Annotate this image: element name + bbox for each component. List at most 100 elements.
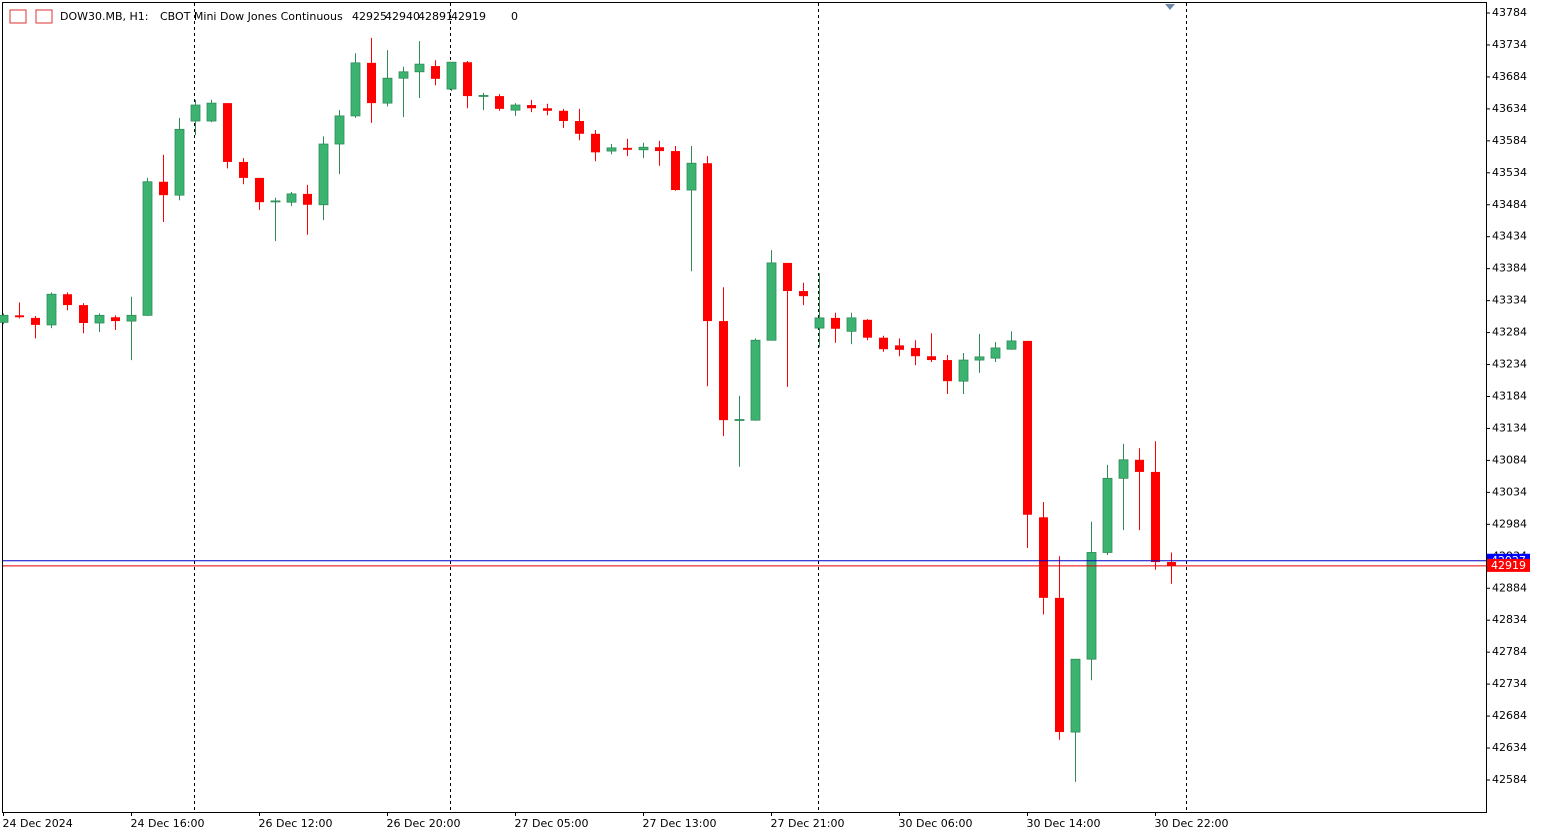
y-tick-label: 43434 <box>1492 230 1527 243</box>
candle-body <box>463 62 472 97</box>
candle-body <box>63 294 72 306</box>
y-tick-label: 43284 <box>1492 326 1527 339</box>
candle-body <box>766 262 777 341</box>
candle-body <box>990 347 1001 359</box>
candle-body <box>334 115 345 145</box>
last-low: 42891 <box>418 10 453 23</box>
candle-body <box>1151 471 1160 563</box>
candle-body <box>15 315 24 318</box>
y-tick-label: 43684 <box>1492 70 1527 83</box>
candle-body <box>1167 562 1176 566</box>
x-tick-label: 24 Dec 16:00 <box>131 817 205 830</box>
x-tick-label: 30 Dec 14:00 <box>1027 817 1101 830</box>
y-tick-label: 42884 <box>1492 581 1527 594</box>
candle-body <box>1070 658 1081 733</box>
candle-body <box>367 62 376 104</box>
candle-body <box>303 193 312 205</box>
candle-body <box>1039 517 1048 598</box>
y-tick-label: 43484 <box>1492 198 1527 211</box>
y-tick-label: 43084 <box>1492 453 1527 466</box>
candle-body <box>510 104 521 111</box>
candle-body <box>126 314 137 322</box>
candle-body <box>831 317 840 329</box>
candle-body <box>895 345 904 350</box>
candle-body <box>206 102 217 122</box>
y-tick-label: 43334 <box>1492 294 1527 307</box>
candle-body <box>591 133 600 153</box>
y-tick-label: 43784 <box>1492 6 1527 19</box>
candle-body <box>318 143 329 206</box>
x-tick-label: 26 Dec 12:00 <box>259 817 333 830</box>
candle-body <box>734 419 745 421</box>
candle-body <box>846 317 857 332</box>
candle-body <box>94 314 105 324</box>
x-tick-label: 30 Dec 06:00 <box>899 817 973 830</box>
candle-body <box>527 105 536 109</box>
candle-body <box>1023 340 1032 515</box>
separators <box>194 3 1187 812</box>
candle-body <box>79 305 88 323</box>
x-tick-label: 27 Dec 13:00 <box>643 817 717 830</box>
candle-body <box>1135 459 1144 472</box>
candle-body <box>174 128 185 196</box>
x-tick-label: 26 Dec 20:00 <box>387 817 461 830</box>
icon <box>9 9 27 24</box>
candle-body <box>943 360 952 382</box>
candle-body <box>382 77 393 104</box>
y-tick-label: 42684 <box>1492 709 1527 722</box>
candle-body <box>478 95 489 97</box>
candle-body <box>559 110 568 122</box>
candle-body <box>446 61 457 90</box>
shift-marker <box>1165 4 1175 10</box>
y-tick-label: 43184 <box>1492 390 1527 403</box>
candle-body <box>350 62 361 117</box>
candle-body <box>927 356 936 361</box>
y-tick-label: 43734 <box>1492 38 1527 51</box>
x-tick-label: 30 Dec 22:00 <box>1155 817 1229 830</box>
y-tick-label: 42784 <box>1492 645 1527 658</box>
x-tick-label: 27 Dec 21:00 <box>771 817 845 830</box>
y-tick-label: 42584 <box>1492 773 1527 786</box>
candle-body <box>863 319 872 338</box>
y-tick-label: 43034 <box>1492 485 1527 498</box>
y-tick-label: 43384 <box>1492 262 1527 275</box>
y-tick-label: 42984 <box>1492 517 1527 530</box>
candle-body <box>31 317 40 325</box>
candle-body <box>270 200 281 203</box>
header: DOW30.MB, H1: CBOT Mini Dow Jones Contin… <box>9 9 518 24</box>
y-tick-label: 43234 <box>1492 358 1527 371</box>
plot-frame <box>2 2 1487 813</box>
candle-body <box>398 71 409 79</box>
candle-body <box>0 314 9 323</box>
icon <box>35 9 53 24</box>
candle-body <box>190 104 201 122</box>
candle-body <box>623 147 632 150</box>
candle-body <box>879 337 888 350</box>
last-close: 42919 <box>451 10 486 23</box>
candle-body <box>686 162 697 191</box>
y-tick-label: 42734 <box>1492 677 1527 690</box>
last-high: 42940 <box>385 10 420 23</box>
candle-body <box>142 181 153 316</box>
bid-tag <box>1487 558 1530 572</box>
candle-body <box>255 177 264 203</box>
candle-body <box>638 146 649 151</box>
x-tick-label: 27 Dec 05:00 <box>515 817 589 830</box>
candle-body <box>495 96 504 109</box>
candle-body <box>543 108 552 111</box>
y-tick-label: 43134 <box>1492 421 1527 434</box>
candle-body <box>1006 340 1017 350</box>
x-tick-label: 24 Dec 2024 <box>3 817 73 830</box>
candle-body <box>1055 597 1064 733</box>
candle-body <box>431 66 440 79</box>
candle-body <box>974 356 985 361</box>
candle-body <box>799 291 808 297</box>
candle-body <box>239 161 248 178</box>
y-tick-label: 43584 <box>1492 134 1527 147</box>
candle-body <box>1102 477 1113 553</box>
candle-body <box>750 339 761 421</box>
candle-body <box>575 121 584 134</box>
candle-body <box>655 147 664 152</box>
bid-label: 42919 <box>1491 559 1526 572</box>
